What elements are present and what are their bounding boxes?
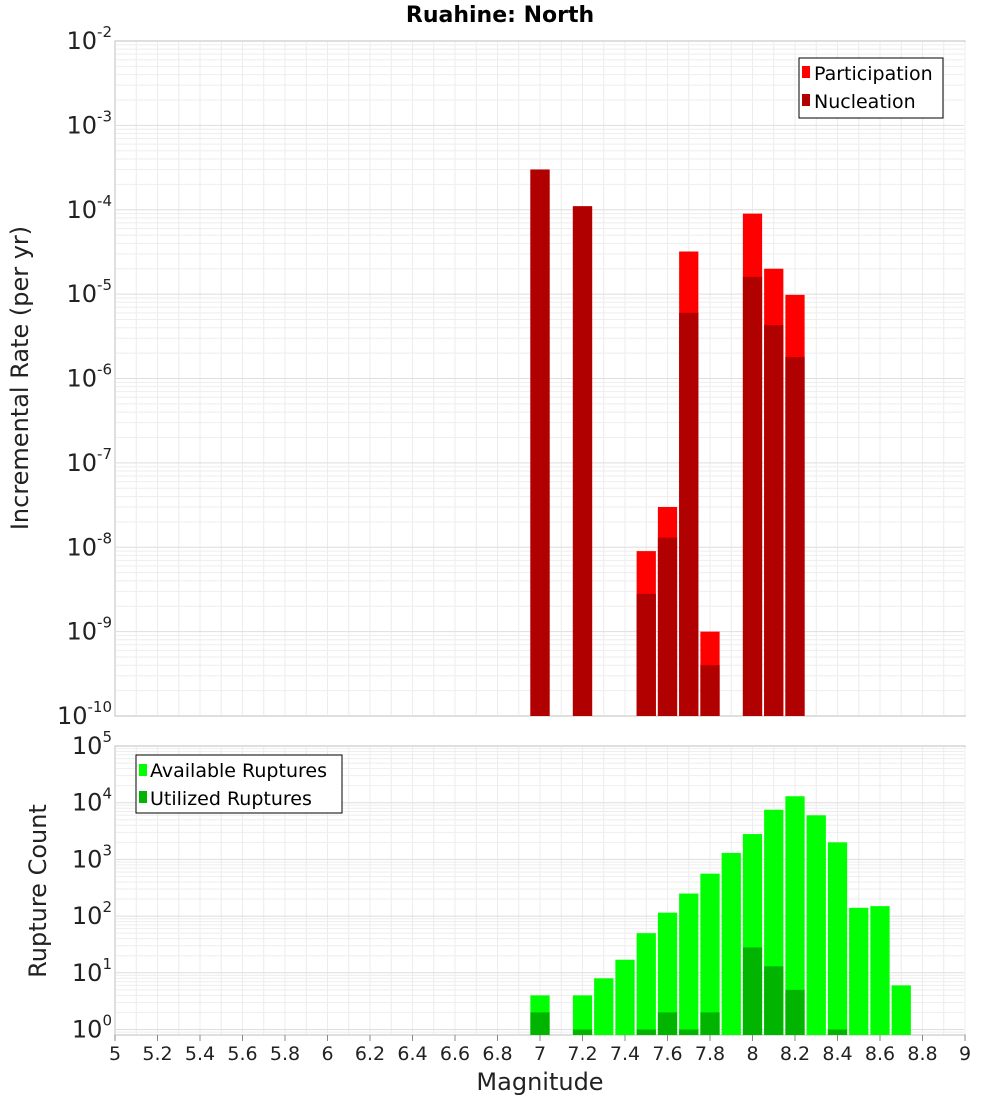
nucleation-legend-label: Nucleation xyxy=(814,91,916,113)
nucleation-legend-swatch xyxy=(802,94,810,106)
x-tick-label: 6.8 xyxy=(482,1043,512,1065)
x-tick-label: 6.4 xyxy=(397,1043,427,1065)
x-tick-label: 5.4 xyxy=(185,1043,215,1065)
utilized-ruptures-bar xyxy=(764,966,784,1035)
y-tick-label: 10-9 xyxy=(66,614,112,646)
nucleation-bar xyxy=(742,276,763,716)
x-tick-label: 6.6 xyxy=(440,1043,470,1065)
participation-legend-swatch xyxy=(802,66,810,78)
x-tick-label: 6 xyxy=(321,1043,333,1065)
y-tick-label: 10-4 xyxy=(66,192,112,224)
y-tick-label: 103 xyxy=(72,841,112,873)
x-tick-label: 7.2 xyxy=(567,1043,597,1065)
nucleation-bar xyxy=(764,325,784,716)
x-tick-label: 7.8 xyxy=(695,1043,725,1065)
bottom-y-tick-labels: 100 101 102 103 104 105 xyxy=(72,728,112,1044)
x-tick-label: 7.4 xyxy=(610,1043,640,1065)
y-tick-label: 101 xyxy=(72,955,112,987)
utilized-ruptures-bar xyxy=(700,1012,720,1035)
y-tick-label: 104 xyxy=(72,785,112,817)
utilized-ruptures-bar xyxy=(657,1012,678,1035)
y-tick-label: 100 xyxy=(72,1012,112,1044)
x-tick-labels: 5 5.2 5.4 5.6 5.8 6 6.2 6.4 6.6 6.8 7 7.2 7.4 7.6 7.8 8… xyxy=(109,1035,971,1065)
available-ruptures-bar xyxy=(572,995,593,1035)
x-tick-label: 8.2 xyxy=(780,1043,810,1065)
top-legend: Participation Nucleation xyxy=(798,57,944,119)
y-tick-label: 105 xyxy=(72,728,112,760)
x-axis-label: Magnitude xyxy=(476,1068,603,1096)
x-tick-label: 9 xyxy=(959,1043,971,1065)
x-tick-label: 7.6 xyxy=(652,1043,682,1065)
available-ruptures-bar xyxy=(594,978,614,1035)
y-tick-label: 10-2 xyxy=(66,23,112,55)
utilized-ruptures-bar xyxy=(679,1029,699,1035)
nucleation-bar xyxy=(530,169,550,716)
utilized-ruptures-bar xyxy=(530,1012,550,1035)
top-y-tick-labels: 10-10 10-9 10-8 10-7 10-6 10-5 10-4 10-3 10-2 xyxy=(57,23,112,730)
y-tick-label: 10-7 xyxy=(66,445,112,477)
x-tick-label: 5 xyxy=(109,1043,121,1065)
utilized-ruptures-bar xyxy=(827,1029,848,1035)
x-tick-label: 5.8 xyxy=(270,1043,300,1065)
nucleation-bar xyxy=(700,665,720,716)
available-ruptures-bar xyxy=(827,842,848,1035)
available-ruptures-bar xyxy=(891,985,911,1035)
utilized-ruptures-bar xyxy=(785,989,805,1035)
bottom-legend: Available Ruptures Utilized Ruptures xyxy=(135,754,343,814)
available-ruptures-bar xyxy=(785,796,805,1035)
top-y-axis-label: Incremental Rate (per yr) xyxy=(6,226,34,530)
nucleation-bar xyxy=(636,593,656,716)
available-ruptures-bar xyxy=(870,906,890,1035)
bottom-bars xyxy=(530,796,911,1035)
x-tick-label: 8.4 xyxy=(822,1043,852,1065)
utilized-ruptures-bar xyxy=(742,947,763,1035)
y-tick-label: 10-5 xyxy=(66,276,112,308)
available-ruptures-bar xyxy=(657,912,678,1035)
available-ruptures-bar xyxy=(636,933,656,1035)
available-ruptures-bar xyxy=(849,907,869,1035)
top-gridlines xyxy=(116,42,966,715)
top-bars xyxy=(530,169,805,717)
x-tick-label: 7 xyxy=(534,1043,546,1065)
available-legend-label: Available Ruptures xyxy=(150,760,327,782)
available-ruptures-bar xyxy=(700,873,720,1035)
y-tick-label: 10-3 xyxy=(66,107,112,139)
y-tick-label: 102 xyxy=(72,898,112,930)
available-ruptures-bar xyxy=(806,815,826,1035)
utilized-ruptures-bar xyxy=(572,1029,593,1035)
chart-title: Ruahine: North xyxy=(406,3,594,28)
participation-legend-label: Participation xyxy=(814,63,933,85)
x-tick-label: 8.6 xyxy=(865,1043,895,1065)
top-legend-box xyxy=(798,57,944,119)
available-ruptures-bar xyxy=(679,893,699,1035)
utilized-ruptures-bar xyxy=(636,1029,656,1035)
utilized-legend-label: Utilized Ruptures xyxy=(150,788,312,810)
bottom-legend-box xyxy=(135,754,343,814)
y-tick-label: 10-8 xyxy=(66,529,112,561)
nucleation-bar xyxy=(785,356,805,716)
utilized-legend-swatch xyxy=(139,791,147,803)
bottom-y-axis-label: Rupture Count xyxy=(24,804,52,978)
available-legend-swatch xyxy=(139,764,147,776)
nucleation-bar xyxy=(657,537,678,716)
nucleation-bar xyxy=(679,312,699,716)
nucleation-bar xyxy=(572,206,593,716)
x-tick-label: 5.2 xyxy=(142,1043,172,1065)
x-tick-label: 6.2 xyxy=(355,1043,385,1065)
y-tick-label: 10-6 xyxy=(66,361,112,393)
x-tick-label: 8.8 xyxy=(907,1043,937,1065)
y-tick-label: 10-10 xyxy=(57,698,112,730)
available-ruptures-bar xyxy=(721,852,741,1035)
available-ruptures-bar xyxy=(615,959,635,1035)
x-tick-label: 5.6 xyxy=(227,1043,257,1065)
x-tick-label: 8 xyxy=(746,1043,758,1065)
